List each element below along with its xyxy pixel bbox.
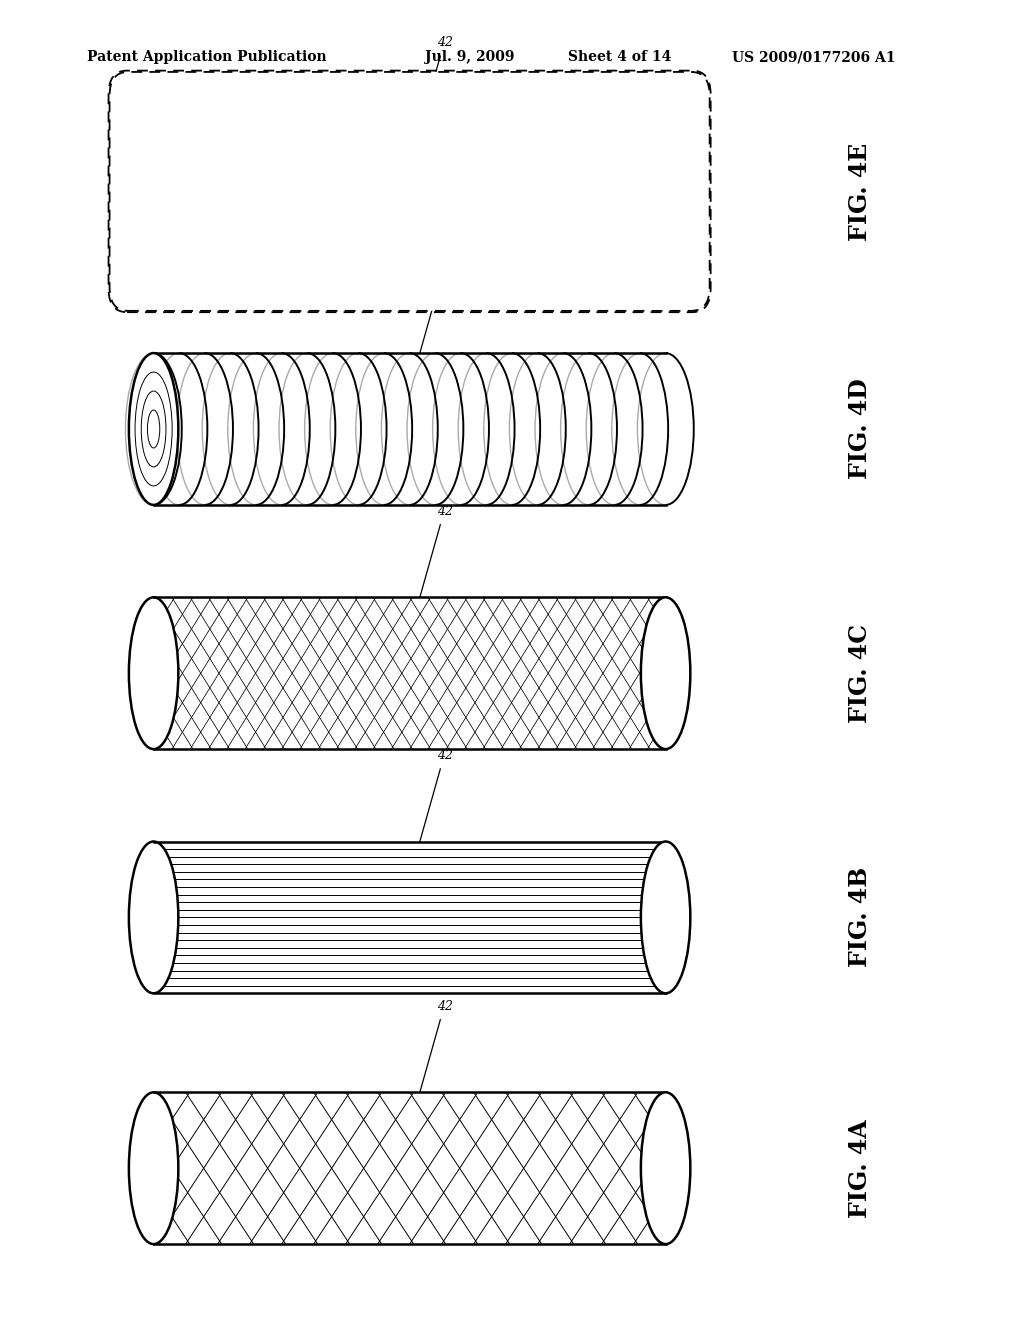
Ellipse shape: [129, 842, 178, 994]
Text: 42: 42: [437, 37, 454, 49]
Bar: [154, 597, 666, 750]
Ellipse shape: [129, 597, 178, 750]
Text: FIG. 4D: FIG. 4D: [848, 379, 872, 479]
Text: US 2009/0177206 A1: US 2009/0177206 A1: [732, 50, 896, 65]
Ellipse shape: [129, 352, 178, 504]
Ellipse shape: [641, 842, 690, 994]
Bar: [154, 842, 666, 993]
FancyBboxPatch shape: [110, 71, 710, 312]
Text: Sheet 4 of 14: Sheet 4 of 14: [568, 50, 672, 65]
Text: FIG. 4B: FIG. 4B: [848, 867, 872, 968]
Text: 42: 42: [437, 261, 454, 273]
Bar: [154, 1093, 666, 1243]
Text: FIG. 4E: FIG. 4E: [848, 143, 872, 240]
Text: 42: 42: [437, 506, 454, 517]
Text: Jul. 9, 2009: Jul. 9, 2009: [425, 50, 514, 65]
Ellipse shape: [641, 597, 690, 750]
Text: 42: 42: [437, 750, 454, 763]
Ellipse shape: [129, 1092, 178, 1243]
Text: FIG. 4A: FIG. 4A: [848, 1119, 872, 1217]
Text: Patent Application Publication: Patent Application Publication: [87, 50, 327, 65]
Bar: [154, 354, 666, 504]
Text: 42: 42: [437, 1001, 454, 1014]
Ellipse shape: [641, 1092, 690, 1243]
Text: FIG. 4C: FIG. 4C: [848, 624, 872, 723]
